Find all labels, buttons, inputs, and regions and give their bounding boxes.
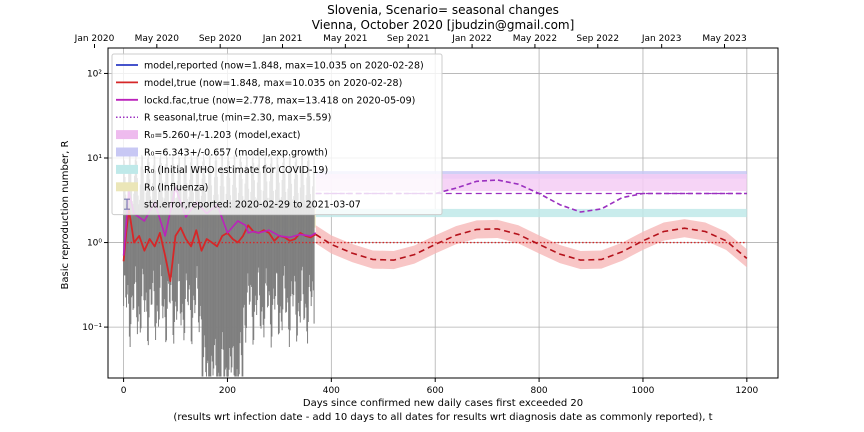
x-axis-label-line2: (results wrt infection date - add 10 day…: [173, 412, 712, 423]
top-date-axis: Jan 2020 May 2020 Sep 2020 Jan 2021 May 2021…: [74, 34, 747, 48]
legend-swatch-band: [116, 147, 138, 157]
x-tick-label: 0: [121, 386, 127, 396]
legend-item-label: R seasonal,true (min=2.30, max=5.59): [144, 113, 331, 124]
legend-item-label: R₀ (Influenza): [144, 182, 208, 193]
top-tick-label: May 2023: [702, 34, 746, 44]
legend-box: [111, 53, 443, 216]
y-axis: 10⁻¹ 10⁰ 10¹ 10²: [82, 69, 108, 333]
legend-swatch-band: [116, 182, 138, 192]
legend-item-label: model,reported (now=1.848, max=10.035 on…: [144, 61, 424, 72]
top-tick-label: Sep 2020: [199, 34, 242, 44]
legend-swatch-errorbar: [124, 198, 130, 210]
top-tick-label: Sep 2021: [387, 34, 430, 44]
x-axis-label-line1: Days since confirmed new daily cases fir…: [303, 398, 583, 409]
x-tick-label: 800: [530, 386, 547, 396]
legend-item-label: R₀=6.343+/-0.657 (model,exp.growth): [144, 148, 328, 159]
x-tick-label: 400: [323, 386, 340, 396]
top-tick-label: May 2020: [135, 34, 180, 44]
legend-item-label: R₀=5.260+/-1.203 (model,exact): [144, 130, 300, 141]
x-tick-label: 200: [219, 386, 236, 396]
top-tick-label: Jan 2023: [641, 34, 682, 44]
y-tick-label: 10⁰: [87, 239, 102, 249]
legend-item-label: model,true (now=1.848, max=10.035 on 202…: [144, 78, 402, 89]
series-line-2: [315, 227, 748, 261]
chart-title-line1: Slovenia, Scenario= seasonal changes: [327, 3, 559, 17]
legend-swatch-band: [116, 164, 138, 174]
top-tick-label: Jan 2022: [451, 34, 492, 44]
legend: model,reported (now=1.848, max=10.035 on…: [111, 53, 443, 216]
plot-frame: [107, 47, 779, 379]
legend-swatch-band: [116, 130, 138, 140]
x-tick-label: 1200: [735, 386, 758, 396]
top-tick-label: May 2021: [323, 34, 367, 44]
x-tick-label: 600: [427, 386, 444, 396]
top-tick-label: May 2022: [513, 34, 557, 44]
y-tick-label: 10⁻¹: [82, 323, 102, 333]
top-tick-label: Jan 2021: [262, 34, 303, 44]
y-tick-label: 10²: [87, 69, 102, 79]
legend-item-label: std.error,reported: 2020-02-29 to 2021-0…: [144, 200, 361, 211]
x-tick-label: 1000: [632, 386, 655, 396]
x-axis: 0 200 400 600 800 1000 1200: [121, 378, 759, 396]
y-tick-label: 10¹: [87, 154, 102, 164]
forecast-band: [315, 219, 747, 270]
top-tick-label: Sep 2022: [576, 34, 619, 44]
y-axis-label: Basic reproduction number, R: [60, 140, 71, 289]
legend-item-label: lockd.fac,true (now=2.778, max=13.418 on…: [144, 95, 415, 106]
legend-item-label: R₀ (Initial WHO estimate for COVID-19): [144, 165, 328, 176]
chart-title-line2: Vienna, October 2020 [jbudzin@gmail.com]: [312, 18, 575, 32]
band-1: [315, 208, 747, 218]
top-tick-label: Jan 2020: [74, 34, 115, 44]
